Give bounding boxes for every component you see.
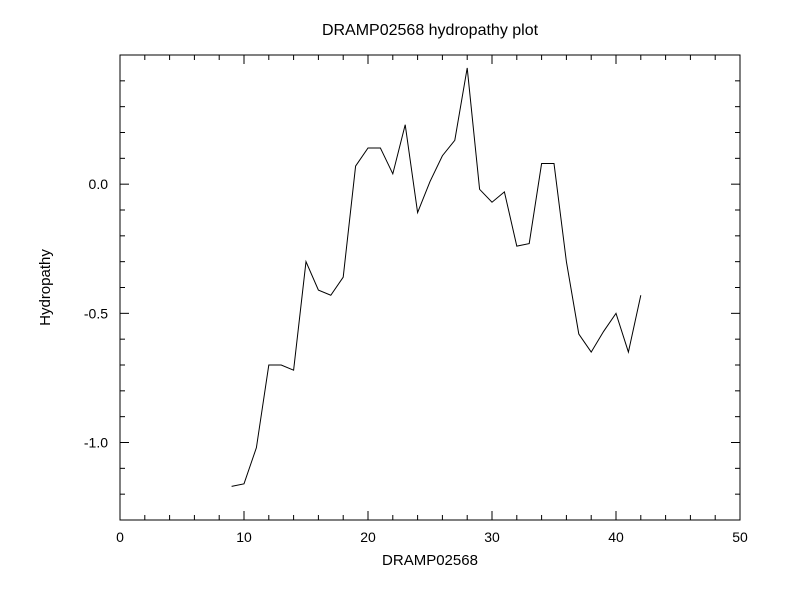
y-tick-label: 0.0 <box>89 176 109 192</box>
chart-title: DRAMP02568 hydropathy plot <box>322 22 539 39</box>
x-tick-label: 0 <box>116 529 124 545</box>
y-tick-label: -0.5 <box>84 305 108 321</box>
chart-svg: 0 10 20 30 40 50 -1.0 -0.5 0.0 DRAMP02568 hydropa… <box>0 0 800 600</box>
x-tick-label: 40 <box>608 529 624 545</box>
data-line <box>232 68 641 487</box>
hydropathy-chart: 0 10 20 30 40 50 -1.0 -0.5 0.0 DRAMP02568 hydropa… <box>0 0 800 600</box>
x-tick-label: 10 <box>236 529 252 545</box>
x-tick-label: 20 <box>360 529 376 545</box>
x-axis-label: DRAMP02568 <box>382 552 478 569</box>
x-tick-label: 50 <box>732 529 748 545</box>
plot-border <box>120 55 740 520</box>
x-tick-label: 30 <box>484 529 500 545</box>
y-axis-label: Hydropathy <box>37 249 54 326</box>
y-tick-label: -1.0 <box>84 435 108 451</box>
